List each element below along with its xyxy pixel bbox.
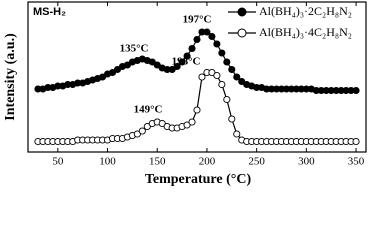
data-point <box>178 58 186 66</box>
data-point <box>233 73 241 81</box>
x-tick-label: 50 <box>52 156 64 168</box>
data-point <box>198 73 206 81</box>
annotation: 197°C <box>183 14 212 26</box>
chart: MS-H₂ Temperature (°C) Intensity (a.u.) … <box>3 1 367 187</box>
data-point <box>173 62 181 71</box>
data-point <box>188 118 196 126</box>
data-point <box>352 137 360 146</box>
data-point <box>218 80 226 89</box>
data-point <box>208 32 216 41</box>
legend-label: Al(BH₄)₃·4C₂H₈N₂ <box>259 25 352 39</box>
x-tick-label: 250 <box>248 156 265 168</box>
data-point <box>138 127 146 135</box>
data-point <box>228 115 236 123</box>
legend-label: Al(BH₄)₃·2C₂H₈N₂ <box>259 4 352 18</box>
x-tick-label: 200 <box>199 156 216 168</box>
data-point <box>213 40 221 48</box>
plot-frame <box>27 1 367 153</box>
x-tick-label: 100 <box>99 156 116 168</box>
data-point <box>203 28 211 36</box>
data-point <box>352 86 360 95</box>
chart-title: MS-H₂ <box>33 6 66 18</box>
x-tick-label: 300 <box>298 156 315 168</box>
x-axis-label: Temperature (°C) <box>145 172 252 187</box>
data-point <box>183 52 191 60</box>
data-point <box>223 95 231 104</box>
data-point <box>213 71 221 80</box>
annotation: 135°C <box>120 43 149 55</box>
data-point <box>188 44 196 53</box>
annotation: 149°C <box>134 104 163 116</box>
data-point <box>233 130 241 138</box>
legend-marker <box>237 7 247 17</box>
y-axis-label: Intensity (a.u.) <box>3 33 18 121</box>
legend-marker <box>237 28 247 38</box>
data-point <box>193 35 201 44</box>
x-tick-label: 350 <box>348 156 365 168</box>
data-point <box>218 49 226 57</box>
data-point <box>228 65 236 74</box>
data-point <box>193 106 201 114</box>
x-tick-label: 150 <box>149 156 166 168</box>
data-point <box>223 58 231 66</box>
